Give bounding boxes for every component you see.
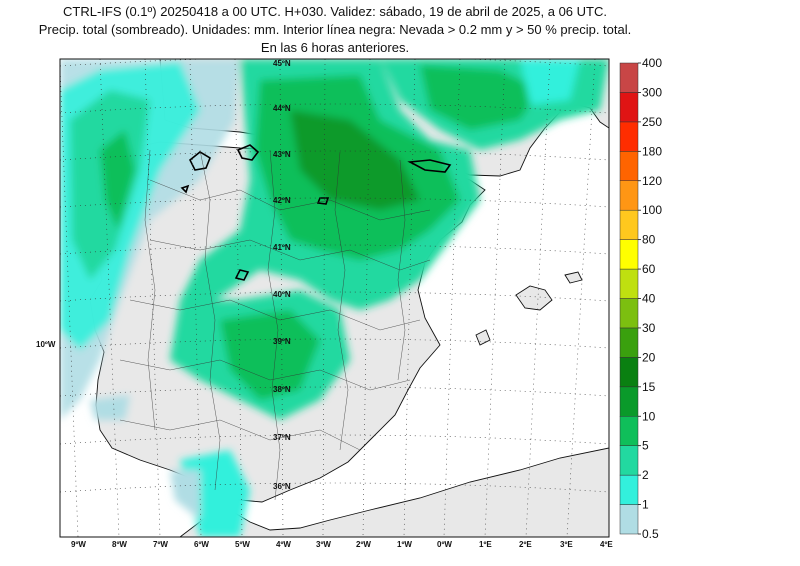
colorbar-box bbox=[619, 62, 639, 93]
colorbar-label: 20 bbox=[642, 350, 656, 364]
colorbar-box bbox=[619, 180, 639, 211]
map-title-line-3: En las 6 horas anteriores. bbox=[260, 40, 410, 55]
colorbar-box bbox=[619, 386, 639, 417]
colorbar-label: 2 bbox=[642, 468, 649, 482]
colorbar-label: 10 bbox=[642, 409, 656, 423]
lon-label: 4ºW bbox=[276, 540, 291, 549]
lat-label: 45ºN bbox=[273, 59, 291, 68]
precip-shading bbox=[60, 59, 609, 537]
lat-label: 41ºN bbox=[273, 243, 291, 252]
lon-label: 7ºW bbox=[153, 540, 168, 549]
colorbar-box bbox=[619, 357, 639, 388]
colorbar-label: 250 bbox=[642, 115, 662, 129]
colorbar-label: 100 bbox=[642, 203, 662, 217]
colorbar-label: 400 bbox=[642, 56, 662, 70]
colorbar-label: 60 bbox=[642, 262, 656, 276]
graticule bbox=[60, 59, 609, 537]
colorbar-box bbox=[619, 151, 639, 181]
colorbar-box bbox=[619, 504, 639, 535]
ibiza-island bbox=[475, 329, 491, 346]
colorbar-box bbox=[619, 121, 639, 152]
map-frame bbox=[59, 58, 610, 538]
lon-label: 1ºW bbox=[397, 540, 412, 549]
lon-label: 5ºW bbox=[235, 540, 250, 549]
colorbar-label: 15 bbox=[642, 380, 656, 394]
colorbar-legend: 0.5 1 2 5 10 15 20 30 40 60 80 100 120 180 250 300 400 bbox=[619, 56, 662, 541]
mallorca-island bbox=[515, 285, 553, 311]
lat-label: 39ºN bbox=[273, 337, 291, 346]
lat-label: 37ºN bbox=[273, 433, 291, 442]
colorbar-box bbox=[619, 268, 639, 299]
lon-label: 6ºW bbox=[194, 540, 209, 549]
colorbar-label: 1 bbox=[642, 498, 649, 512]
colorbar-box bbox=[619, 416, 639, 446]
colorbar-box bbox=[619, 474, 639, 505]
colorbar-box bbox=[619, 298, 639, 329]
colorbar-box bbox=[619, 92, 639, 123]
lon-label: 2ºE bbox=[519, 540, 532, 549]
map-title-line-1: CTRL-IFS (0.1º) 20250418 a 00 UTC. H+030… bbox=[63, 4, 607, 19]
menorca-island bbox=[564, 271, 583, 284]
colorbar-label: 30 bbox=[642, 321, 656, 335]
colorbar-box bbox=[619, 327, 639, 358]
lon-label: 2ºW bbox=[356, 540, 371, 549]
lat-label: 40ºN bbox=[273, 290, 291, 299]
lon-label: 9ºW bbox=[71, 540, 86, 549]
lat-label: 44ºN bbox=[273, 104, 291, 113]
colorbar-label: 180 bbox=[642, 144, 662, 158]
lon-label: 0ºW bbox=[437, 540, 452, 549]
map-title-line-2: Precip. total (sombreado). Unidades: mm.… bbox=[38, 22, 632, 37]
colorbar-label: 300 bbox=[642, 85, 662, 99]
lon-side-label: 10ºW bbox=[36, 340, 56, 349]
colorbar-label: 5 bbox=[642, 439, 649, 453]
lon-label: 3ºW bbox=[316, 540, 331, 549]
lon-label: 1ºE bbox=[479, 540, 492, 549]
lon-label: 3ºE bbox=[560, 540, 573, 549]
colorbar-label: 120 bbox=[642, 174, 662, 188]
lat-label: 36ºN bbox=[273, 482, 291, 491]
colorbar-box bbox=[619, 445, 639, 476]
lon-label: 4ºE bbox=[600, 540, 613, 549]
latitude-labels: 45ºN 44ºN 43ºN 42ºN 41ºN 40ºN 39ºN 38ºN … bbox=[273, 59, 291, 491]
lon-label: 8ºW bbox=[112, 540, 127, 549]
colorbar-label: 40 bbox=[642, 292, 656, 306]
longitude-labels: 9ºW 8ºW 7ºW 6ºW 5ºW 4ºW 3ºW 2ºW 1ºW 0ºW … bbox=[71, 540, 613, 549]
lat-label: 38ºN bbox=[273, 385, 291, 394]
colorbar-label: 0.5 bbox=[642, 527, 659, 541]
colorbar-box bbox=[619, 209, 639, 240]
lat-label: 42ºN bbox=[273, 196, 291, 205]
snow-contours bbox=[180, 144, 452, 281]
lat-label: 43ºN bbox=[273, 150, 291, 159]
colorbar-box bbox=[619, 239, 639, 270]
colorbar-label: 80 bbox=[642, 233, 656, 247]
